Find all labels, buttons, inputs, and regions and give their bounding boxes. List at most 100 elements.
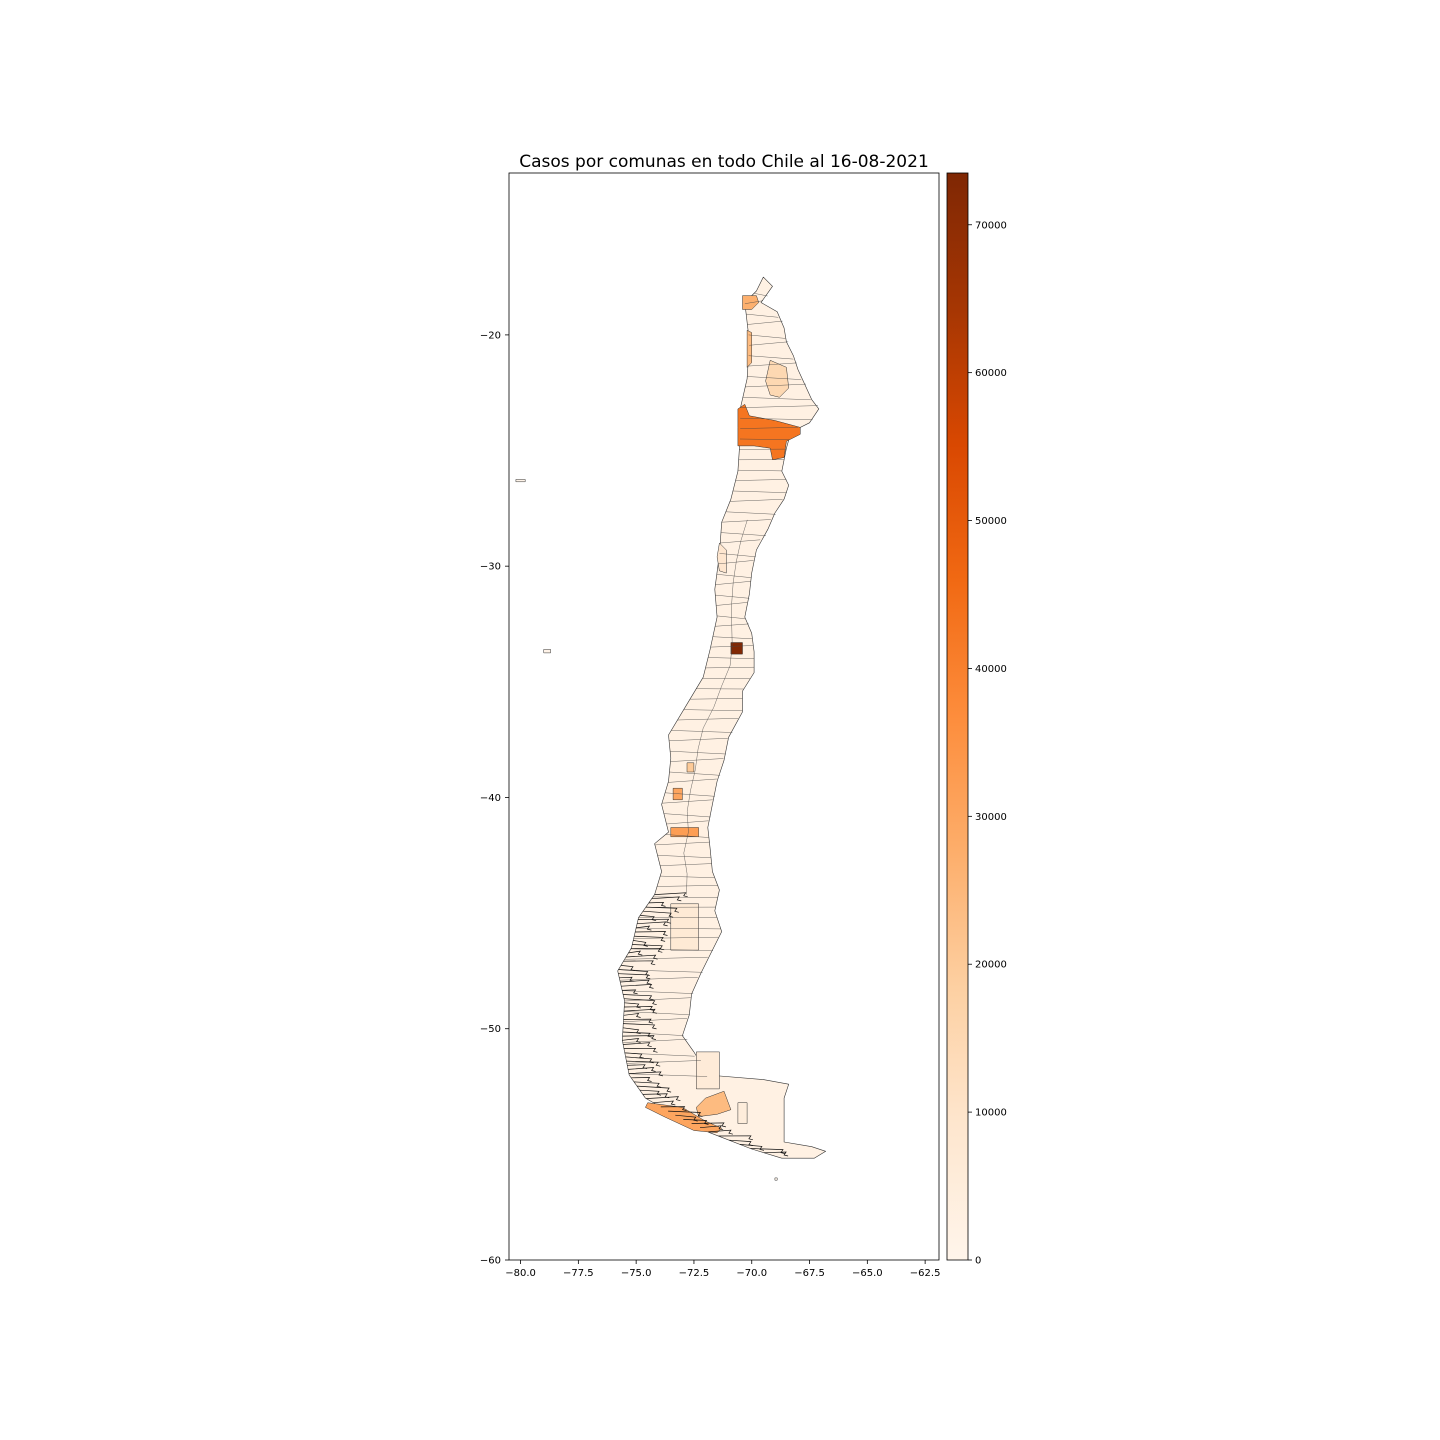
island-coastline [628, 1071, 663, 1077]
comuna-boundary-line [626, 1060, 701, 1064]
island-coastline [654, 892, 688, 898]
comuna-boundary-line [670, 751, 726, 755]
island-coastline [636, 925, 652, 931]
comuna-boundary-line [720, 532, 767, 536]
island-coastline [635, 931, 668, 936]
island-coastline [631, 1077, 652, 1082]
comuna-boundary-line [748, 334, 786, 339]
comuna-boundary-line [622, 1039, 688, 1043]
comuna-boundary-line [740, 418, 813, 420]
island-coastline [660, 1106, 687, 1111]
comuna-boundary-line [687, 790, 691, 812]
comuna-region [670, 903, 699, 951]
comuna-boundary-line [623, 1018, 688, 1022]
comuna-boundary-line [683, 832, 689, 854]
comuna-boundary-line [657, 855, 711, 858]
comuna-boundaries [618, 293, 818, 1077]
island-coastline [623, 1018, 654, 1024]
comuna-boundary-line [622, 990, 694, 994]
comuna-boundary-line [668, 778, 717, 783]
comuna-boundary-line [670, 758, 724, 762]
island-coastline [623, 1008, 657, 1014]
island-coastline [623, 1023, 657, 1030]
comuna-boundary-line [654, 841, 710, 846]
comuna-boundary-line [725, 511, 776, 515]
comuna-boundary-line [636, 927, 721, 930]
comuna-region [716, 542, 727, 574]
y-tick-label: −40 [480, 793, 501, 804]
comuna-boundary-line [669, 771, 721, 776]
island-coastline [623, 1013, 641, 1018]
comuna-boundary-line [729, 499, 783, 502]
comuna-boundary-line [630, 948, 714, 951]
comuna-region [730, 642, 743, 655]
island-coastline [625, 954, 658, 960]
x-tick-label: −80.0 [505, 1268, 536, 1279]
x-tick-label: −72.5 [679, 1268, 710, 1279]
x-tick-label: −67.5 [794, 1268, 825, 1279]
comuna-boundary-line [720, 539, 761, 544]
comuna-boundary-line [742, 397, 811, 400]
island-coastline [622, 989, 638, 995]
comuna-boundary-line [736, 540, 742, 562]
island-coastline [624, 1006, 655, 1011]
island-coastline [630, 947, 663, 953]
comuna-region [686, 762, 695, 773]
comuna-boundary-line [628, 1073, 708, 1077]
island-coastline [763, 1151, 789, 1157]
island-coastline [622, 1031, 652, 1038]
island-coastline [642, 910, 674, 918]
comuna-region [672, 787, 683, 801]
comuna-regions-layer [515, 276, 826, 1181]
comuna-boundary-line [740, 519, 748, 541]
y-tick-label: −30 [480, 562, 501, 573]
island-coastline [750, 1148, 786, 1154]
comuna-region [543, 649, 551, 654]
island-coastline [628, 1067, 656, 1072]
comuna-boundary-line [748, 355, 794, 360]
comuna-boundary-line [746, 313, 779, 318]
comuna-boundary-line [747, 362, 797, 367]
island-coastline [683, 1119, 709, 1125]
comuna-boundary-line [731, 582, 734, 604]
island-coastline [628, 950, 643, 956]
comuna-region [696, 1051, 720, 1090]
colorbar [947, 173, 968, 1260]
colorbar-tick-label: 0 [975, 1256, 981, 1267]
island-coastline [621, 984, 654, 989]
comuna-boundary-line [689, 698, 743, 700]
island-coastline [739, 1144, 764, 1151]
comuna-boundary-line [733, 561, 737, 583]
x-tick-label: −70.0 [736, 1268, 767, 1279]
comuna-boundary-line [740, 405, 818, 408]
island-coastline [624, 1052, 644, 1059]
island-coastline [668, 1110, 703, 1117]
comuna-boundary-line [660, 863, 712, 866]
comuna-boundary-line [735, 479, 787, 481]
island-coastline [622, 1027, 641, 1035]
comuna-boundary-line [687, 811, 689, 833]
island-coastline [648, 902, 666, 907]
comuna-boundary-line [745, 383, 807, 388]
x-tick-label: −77.5 [563, 1268, 594, 1279]
comuna-boundary-line [721, 519, 771, 523]
comuna-region [670, 827, 699, 838]
island-coastline [626, 1060, 661, 1067]
comuna-boundary-line [740, 427, 799, 429]
comuna-boundary-line [749, 341, 789, 346]
island-coastline [634, 1081, 662, 1088]
comuna-boundary-line [624, 997, 691, 1002]
y-tick-label: −50 [480, 1024, 501, 1035]
island-coastline [651, 896, 682, 902]
island-coastline [624, 1002, 641, 1009]
comuna-boundary-line [713, 686, 722, 708]
island-coastline [633, 940, 648, 947]
comuna-boundary-line [718, 560, 754, 565]
comuna-boundary-line [652, 896, 718, 898]
island-coastline [646, 1096, 681, 1102]
comuna-region [765, 360, 789, 398]
colorbar-tick-label: 20000 [975, 960, 1007, 971]
island-coastline [634, 935, 666, 942]
colorbar-frame [946, 172, 969, 1261]
comuna-region [742, 295, 759, 310]
